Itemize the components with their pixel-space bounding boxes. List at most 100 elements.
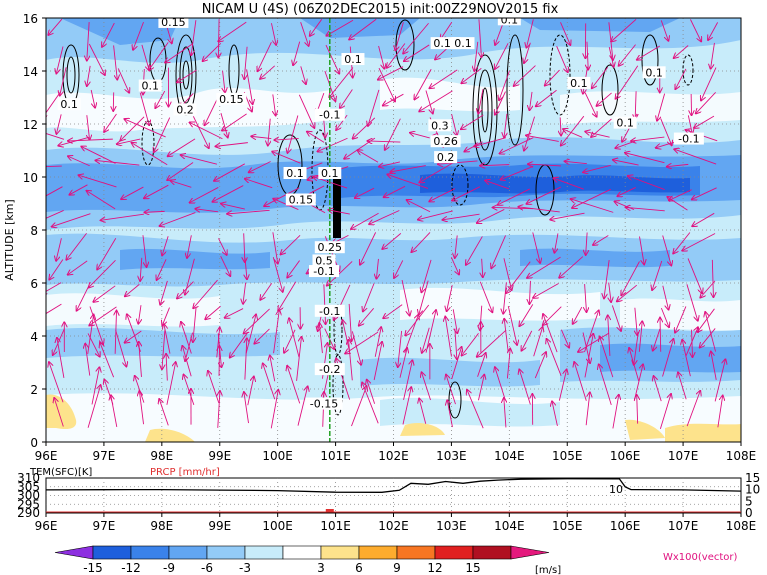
wind-arrow bbox=[574, 362, 587, 401]
contour-label: -0.1 bbox=[678, 133, 699, 146]
wind-arrow bbox=[536, 89, 557, 106]
wind-arrow bbox=[675, 306, 687, 332]
wind-arrow bbox=[85, 344, 91, 376]
wind-arrow bbox=[324, 284, 326, 324]
wind-arrow bbox=[545, 69, 560, 85]
wind-arrow bbox=[717, 396, 723, 428]
colorbar-tick-label: -6 bbox=[201, 561, 213, 575]
wind-arrow bbox=[46, 186, 63, 197]
wind-arrow bbox=[177, 69, 197, 82]
wind-arrow bbox=[518, 207, 560, 213]
wind-arrow bbox=[591, 118, 612, 137]
y-tick-label: 4 bbox=[30, 330, 38, 344]
wind-arrow bbox=[87, 22, 89, 60]
wind-arrow bbox=[395, 22, 404, 50]
wind-arrow bbox=[187, 235, 192, 258]
wind-arrow bbox=[673, 232, 691, 254]
wind-arrow bbox=[479, 19, 481, 57]
x-tick-label: 107E bbox=[668, 449, 699, 463]
wind-arrow bbox=[287, 115, 299, 153]
wind-arrow bbox=[217, 328, 220, 358]
colorbar: -15 -12 -9 -6 -3 3 6 9 12 15 bbox=[54, 545, 550, 575]
wind-arrow bbox=[310, 18, 323, 36]
contour-label: 0.1 bbox=[321, 167, 339, 180]
wind-arrow bbox=[139, 92, 149, 125]
wind-arrow bbox=[678, 372, 687, 400]
colorbar-segment bbox=[472, 545, 512, 560]
wind-arrow bbox=[140, 257, 142, 281]
wind-arrow bbox=[692, 329, 693, 357]
surface-x-tick-label: 98E bbox=[150, 519, 173, 533]
wind-arrow bbox=[653, 328, 661, 351]
wind-arrow bbox=[394, 260, 404, 277]
surface-left-tick-label: 300 bbox=[17, 489, 40, 503]
x-tick-label: 98E bbox=[150, 449, 173, 463]
wind-arrow bbox=[300, 66, 306, 84]
wind-arrow bbox=[571, 199, 614, 213]
wind-arrow bbox=[700, 328, 716, 347]
wind-arrow bbox=[482, 258, 483, 277]
wind-arrow bbox=[430, 69, 458, 88]
x-tick-label: 101E bbox=[320, 449, 351, 463]
contour-label-bg bbox=[497, 18, 521, 26]
wind-arrow bbox=[220, 256, 231, 276]
surface-x-tick-label: 106E bbox=[610, 519, 641, 533]
wind-arrow bbox=[56, 114, 62, 133]
wind-arrow bbox=[550, 212, 585, 219]
wind-arrow bbox=[155, 90, 166, 108]
contour-label-bg bbox=[173, 103, 197, 116]
wind-arrow bbox=[451, 347, 462, 380]
wind-arrow bbox=[612, 395, 619, 429]
wind-arrow bbox=[660, 307, 669, 327]
wind-arrow bbox=[667, 164, 689, 166]
wind-arrow bbox=[519, 304, 534, 326]
wind-arrow bbox=[145, 211, 165, 212]
colorbar-box bbox=[320, 545, 360, 560]
contour-label-bg bbox=[283, 167, 307, 179]
wind-arrow bbox=[477, 353, 486, 377]
wind-arrow bbox=[46, 133, 65, 140]
wind-arrow bbox=[325, 44, 339, 73]
colorbar-box bbox=[282, 545, 322, 560]
colorbar-box bbox=[472, 545, 512, 560]
wind-arrow bbox=[455, 235, 457, 257]
wind-arrow bbox=[135, 376, 145, 403]
wind-arrow bbox=[384, 185, 406, 197]
wind-arrow bbox=[223, 70, 225, 93]
wind-arrow bbox=[379, 161, 400, 167]
wind-arrow bbox=[387, 174, 429, 189]
wind-arrow bbox=[547, 339, 562, 376]
contour-label-bg bbox=[57, 98, 81, 111]
wind-arrow bbox=[378, 66, 404, 80]
updraft-core bbox=[333, 168, 341, 238]
wind-arrow bbox=[53, 328, 65, 355]
wind-arrow bbox=[218, 391, 220, 428]
wind-arrow bbox=[368, 89, 380, 126]
colorbar-box bbox=[358, 545, 398, 560]
wind-arrow bbox=[441, 22, 453, 39]
wind-arrow bbox=[558, 370, 566, 401]
wind-arrow bbox=[617, 284, 638, 301]
wind-arrow bbox=[46, 165, 62, 168]
wind-arrow bbox=[278, 281, 297, 311]
surface-x-tick-label: 104E bbox=[494, 519, 525, 533]
wind-arrow bbox=[89, 306, 103, 344]
wind-arrow bbox=[383, 93, 404, 105]
contour-label: 0.1 bbox=[501, 13, 519, 26]
wind-arrow bbox=[504, 113, 507, 137]
surface-left-tick-label: 305 bbox=[17, 480, 40, 494]
wind-arrow bbox=[682, 233, 716, 251]
wind-arrow bbox=[478, 89, 484, 113]
contour-label-bg bbox=[158, 18, 189, 28]
wind-arrow bbox=[245, 179, 273, 189]
wind-arrow bbox=[87, 191, 116, 210]
contour-label-bg bbox=[314, 108, 345, 121]
wind-arrow bbox=[270, 356, 276, 382]
y-tick-label: 6 bbox=[30, 277, 38, 291]
wind-arrow bbox=[390, 165, 426, 172]
contour-label: -0.1 bbox=[319, 109, 340, 122]
wind-arrow bbox=[474, 41, 479, 71]
wind-arrow bbox=[89, 260, 116, 287]
y-tick-label: 10 bbox=[23, 171, 38, 185]
